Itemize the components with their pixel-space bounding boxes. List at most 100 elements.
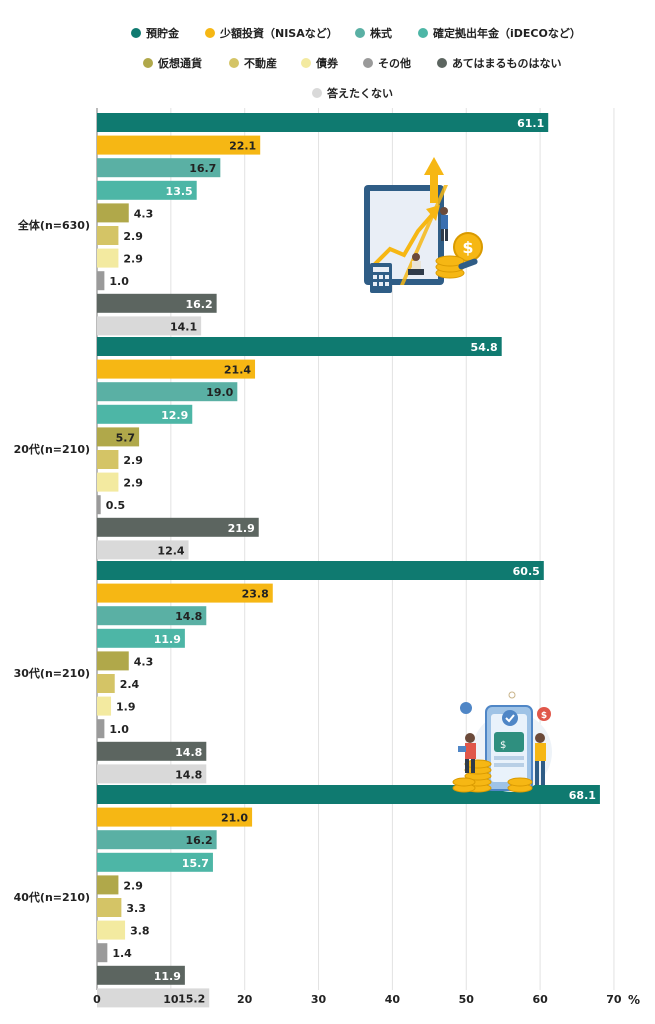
legend-marker bbox=[301, 58, 311, 68]
legend-label: 答えたくない bbox=[327, 86, 393, 100]
bar-value-label: 2.9 bbox=[123, 454, 143, 467]
legend-marker bbox=[143, 58, 153, 68]
x-tick-label: 0 bbox=[93, 993, 101, 1006]
bar bbox=[97, 583, 273, 603]
bar-value-label: 3.8 bbox=[130, 925, 150, 938]
legend-label: 不動産 bbox=[244, 56, 277, 70]
bar-value-label: 16.2 bbox=[185, 834, 212, 847]
category-label: 30代(n=210) bbox=[14, 666, 90, 680]
bar-value-label: 21.0 bbox=[221, 812, 248, 825]
bar bbox=[97, 988, 210, 1008]
bar bbox=[97, 920, 126, 940]
legend-marker bbox=[437, 58, 447, 68]
bar bbox=[97, 248, 119, 268]
bar-value-label: 16.2 bbox=[185, 298, 212, 311]
bar bbox=[97, 316, 202, 336]
legend-marker bbox=[205, 28, 215, 38]
bar bbox=[97, 807, 253, 827]
bar bbox=[97, 674, 115, 693]
mobile-payment-illustration: $ $ bbox=[452, 691, 552, 793]
legend-marker bbox=[363, 58, 373, 68]
bar-value-label: 1.0 bbox=[109, 723, 129, 736]
bar bbox=[97, 965, 185, 985]
bar bbox=[97, 741, 207, 761]
bar-value-label: 2.9 bbox=[123, 230, 143, 243]
bar-value-label: 3.3 bbox=[126, 902, 146, 915]
bar-value-label: 5.7 bbox=[116, 431, 136, 444]
bar-value-label: 23.8 bbox=[242, 588, 269, 601]
svg-text:$: $ bbox=[541, 711, 547, 721]
legend-label: 少額投資（NISAなど） bbox=[219, 26, 338, 40]
bar-value-label: 61.1 bbox=[517, 117, 544, 130]
bar-value-label: 11.9 bbox=[154, 970, 181, 983]
bar-value-label: 13.5 bbox=[166, 185, 193, 198]
bar-value-label: 14.1 bbox=[170, 320, 197, 333]
category-label: 20代(n=210) bbox=[14, 442, 90, 456]
legend-marker bbox=[312, 88, 322, 98]
legend-label: 確定拠出年金（iDECOなど） bbox=[433, 26, 581, 40]
bar bbox=[97, 830, 217, 850]
bar bbox=[97, 337, 502, 356]
bar-value-label: 12.4 bbox=[157, 544, 184, 557]
bar bbox=[97, 943, 108, 963]
bar bbox=[97, 293, 217, 313]
bar-value-label: 4.3 bbox=[134, 207, 154, 220]
category-label: 全体(n=630) bbox=[17, 218, 90, 232]
bar bbox=[97, 628, 185, 648]
x-tick-label: 30 bbox=[311, 993, 327, 1006]
bar-value-label: 1.0 bbox=[109, 275, 129, 288]
bar-value-label: 2.9 bbox=[123, 477, 143, 490]
legend: 預貯金 少額投資（NISAなど） 株式 確定拠出年金（iDECOなど） 仮想通貨 不動産 債… bbox=[131, 26, 581, 100]
bar-value-label: 22.1 bbox=[229, 140, 256, 153]
legend-marker bbox=[131, 28, 141, 38]
bar-value-label: 68.1 bbox=[569, 789, 596, 802]
bar bbox=[97, 180, 197, 200]
bar bbox=[97, 898, 122, 917]
bar-value-label: 21.4 bbox=[224, 364, 251, 377]
x-tick-label: 50 bbox=[459, 993, 475, 1006]
bar bbox=[97, 495, 101, 515]
bar bbox=[97, 158, 221, 178]
bar bbox=[97, 875, 119, 895]
bar bbox=[97, 271, 105, 291]
bar-value-label: 14.8 bbox=[175, 746, 202, 759]
category-label: 40代(n=210) bbox=[14, 890, 90, 904]
legend-label: 債券 bbox=[315, 56, 339, 70]
bar bbox=[97, 852, 213, 872]
unit-label: % bbox=[628, 993, 640, 1007]
bar-value-label: 4.3 bbox=[134, 655, 154, 668]
legend-marker bbox=[355, 28, 365, 38]
bar bbox=[97, 113, 549, 132]
bar bbox=[97, 719, 105, 739]
x-tick-label: 20 bbox=[237, 993, 253, 1006]
bar bbox=[97, 540, 189, 560]
bar-value-label: 19.0 bbox=[206, 386, 233, 399]
bar-value-label: 1.4 bbox=[112, 947, 132, 960]
bar-value-label: 60.5 bbox=[513, 565, 540, 578]
bars: 61.1 22.1 16.7 13.5 4.3 2.9 2.9 1.0 16.2 14.1 54.8… bbox=[97, 113, 600, 1008]
bar-value-label: 21.9 bbox=[228, 522, 255, 535]
bar bbox=[97, 135, 261, 155]
bar-value-label: 54.8 bbox=[471, 341, 498, 354]
bar bbox=[97, 359, 256, 379]
legend-label: その他 bbox=[378, 56, 411, 70]
bar-value-label: 14.8 bbox=[175, 768, 202, 781]
legend-label: 仮想通貨 bbox=[157, 56, 202, 70]
legend-label: 預貯金 bbox=[146, 26, 180, 40]
bar bbox=[97, 382, 238, 402]
bar-value-label: 11.9 bbox=[154, 633, 181, 646]
bar-value-label: 2.9 bbox=[123, 879, 143, 892]
legend-marker bbox=[229, 58, 239, 68]
legend-label: 株式 bbox=[370, 26, 392, 40]
bar bbox=[97, 517, 259, 537]
bar bbox=[97, 226, 119, 245]
x-tick-label: 70 bbox=[606, 993, 622, 1006]
bar bbox=[97, 561, 544, 580]
x-tick-label: 40 bbox=[385, 993, 401, 1006]
bar bbox=[97, 696, 112, 716]
x-tick-label: 60 bbox=[532, 993, 548, 1006]
bar-value-label: 2.4 bbox=[120, 678, 140, 691]
bar bbox=[97, 404, 193, 424]
bar bbox=[97, 472, 119, 492]
